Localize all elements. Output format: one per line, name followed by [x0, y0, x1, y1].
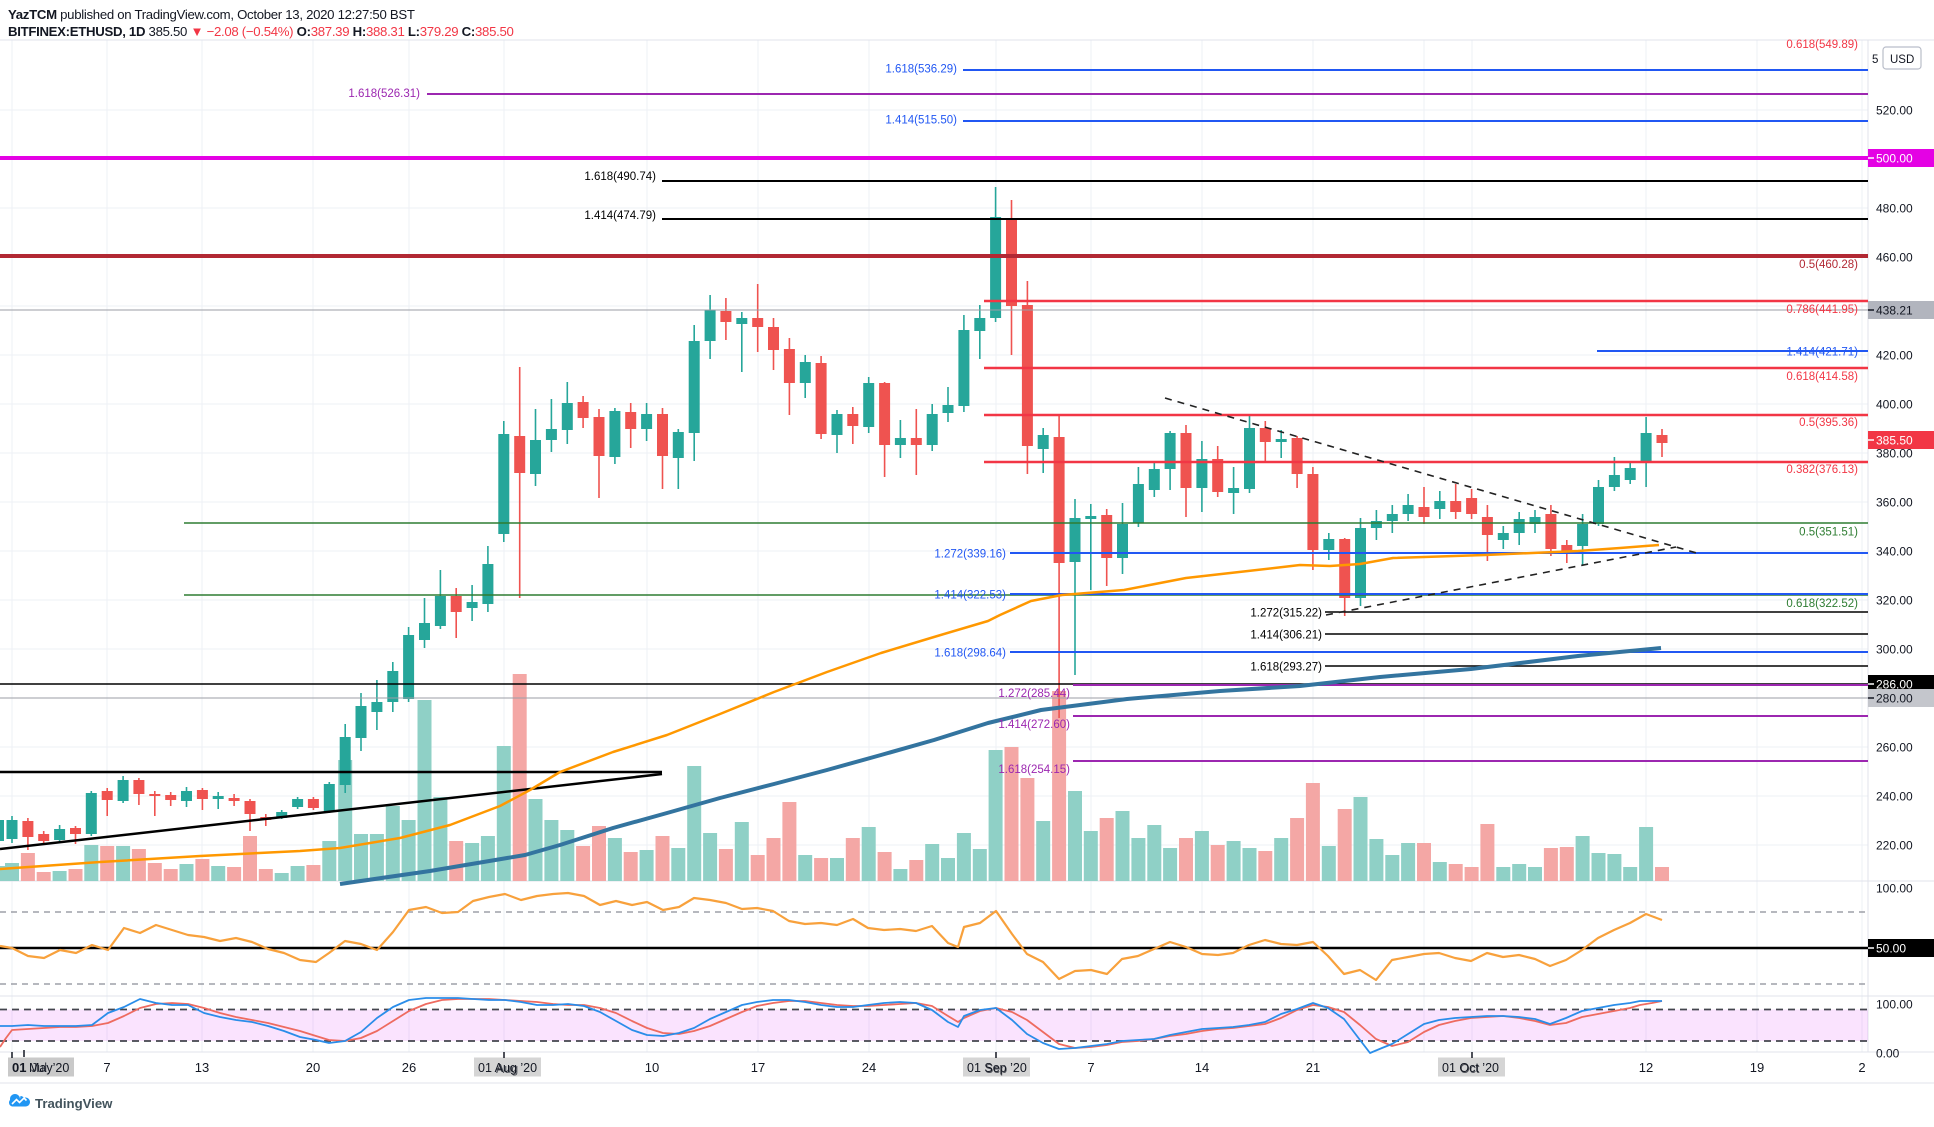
svg-text:500.00: 500.00: [1876, 152, 1913, 166]
svg-text:260.00: 260.00: [1876, 741, 1913, 755]
svg-text:385.50: 385.50: [1876, 434, 1913, 448]
svg-text:May’20: May’20: [29, 1061, 69, 1075]
svg-text:7: 7: [103, 1060, 110, 1075]
svg-text:100.00: 100.00: [1876, 998, 1913, 1012]
svg-text:0.618(322.52): 0.618(322.52): [1786, 598, 1858, 610]
svg-text:24: 24: [862, 1060, 876, 1075]
svg-text:1.618(298.64): 1.618(298.64): [934, 648, 1006, 660]
svg-text:10: 10: [645, 1060, 659, 1075]
svg-text:1.414(306.21): 1.414(306.21): [1250, 630, 1322, 642]
svg-text:480.00: 480.00: [1876, 202, 1913, 216]
svg-text:1.272(339.16): 1.272(339.16): [934, 549, 1006, 561]
svg-text:460.00: 460.00: [1876, 251, 1913, 265]
svg-text:0.5(395.36): 0.5(395.36): [1799, 417, 1858, 429]
svg-text:0.618(414.58): 0.618(414.58): [1786, 371, 1858, 383]
svg-text:1.414(515.50): 1.414(515.50): [885, 115, 957, 127]
svg-text:0.5(351.51): 0.5(351.51): [1799, 527, 1858, 539]
svg-text:0.786(441.95): 0.786(441.95): [1786, 304, 1858, 316]
svg-text:280.00: 280.00: [1876, 692, 1913, 706]
svg-text:0.382(376.13): 0.382(376.13): [1786, 464, 1858, 476]
svg-text:520.00: 520.00: [1876, 104, 1913, 118]
svg-text:01 Aug ’20: 01 Aug ’20: [478, 1061, 537, 1075]
svg-text:21: 21: [1306, 1060, 1320, 1075]
svg-text:1.414(322.53): 1.414(322.53): [934, 590, 1006, 602]
svg-text:Aug: Aug: [496, 1062, 518, 1076]
svg-text:17: 17: [751, 1060, 765, 1075]
svg-text:7: 7: [1087, 1060, 1094, 1075]
svg-text:1.618(293.27): 1.618(293.27): [1250, 662, 1322, 674]
svg-text:50.00: 50.00: [1876, 942, 1906, 956]
svg-text:14: 14: [1195, 1060, 1209, 1075]
svg-text:340.00: 340.00: [1876, 545, 1913, 559]
svg-text:Jul: Jul: [31, 1061, 47, 1075]
svg-text:1.414(474.79): 1.414(474.79): [584, 210, 656, 222]
svg-text:01 Oct ’20: 01 Oct ’20: [1442, 1061, 1499, 1075]
svg-text:USD: USD: [1890, 54, 1914, 66]
svg-text:YazTCM published on TradingVie: YazTCM published on TradingView.com, Oct…: [8, 7, 415, 22]
svg-text:400.00: 400.00: [1876, 398, 1913, 412]
svg-text:438.21: 438.21: [1876, 304, 1913, 318]
svg-text:5: 5: [1872, 54, 1878, 66]
svg-text:1.618(536.29): 1.618(536.29): [885, 64, 957, 76]
svg-text:19: 19: [1750, 1060, 1764, 1075]
svg-text:286.00: 286.00: [1876, 678, 1913, 692]
svg-text:BITFINEX:ETHUSD, 1D 385.50 ▼: BITFINEX:ETHUSD, 1D 385.50 ▼ −2.08 (−0.5…: [8, 24, 514, 39]
svg-text:01: 01: [12, 1060, 26, 1075]
svg-text:2: 2: [1858, 1060, 1865, 1075]
svg-text:240.00: 240.00: [1876, 790, 1913, 804]
svg-text:380.00: 380.00: [1876, 447, 1913, 461]
svg-text:Sep: Sep: [985, 1062, 1007, 1076]
svg-text:20: 20: [306, 1060, 320, 1075]
svg-text:1.272(285.44): 1.272(285.44): [998, 688, 1070, 700]
svg-text:1.618(254.15): 1.618(254.15): [998, 764, 1070, 776]
svg-text:220.00: 220.00: [1876, 839, 1913, 853]
svg-text:0.5(460.28): 0.5(460.28): [1799, 259, 1858, 271]
svg-text:300.00: 300.00: [1876, 643, 1913, 657]
svg-text:1.414(421.71): 1.414(421.71): [1786, 347, 1858, 359]
svg-text:100.00: 100.00: [1876, 882, 1913, 896]
svg-text:26: 26: [402, 1060, 416, 1075]
svg-text:1.618(490.74): 1.618(490.74): [584, 171, 656, 183]
svg-text:420.00: 420.00: [1876, 349, 1913, 363]
svg-text:360.00: 360.00: [1876, 496, 1913, 510]
svg-text:1.272(315.22): 1.272(315.22): [1250, 608, 1322, 620]
svg-text:320.00: 320.00: [1876, 594, 1913, 608]
svg-text:TradingView: TradingView: [35, 1096, 113, 1111]
svg-text:0.618(549.89): 0.618(549.89): [1786, 39, 1858, 51]
svg-text:1.618(526.31): 1.618(526.31): [348, 88, 420, 100]
svg-text:01 Sep ’20: 01 Sep ’20: [967, 1061, 1027, 1075]
svg-text:1.414(272.60): 1.414(272.60): [998, 719, 1070, 731]
svg-text:0.00: 0.00: [1876, 1047, 1900, 1061]
svg-text:13: 13: [195, 1060, 209, 1075]
svg-text:Oct: Oct: [1460, 1062, 1480, 1076]
svg-text:12: 12: [1639, 1060, 1653, 1075]
